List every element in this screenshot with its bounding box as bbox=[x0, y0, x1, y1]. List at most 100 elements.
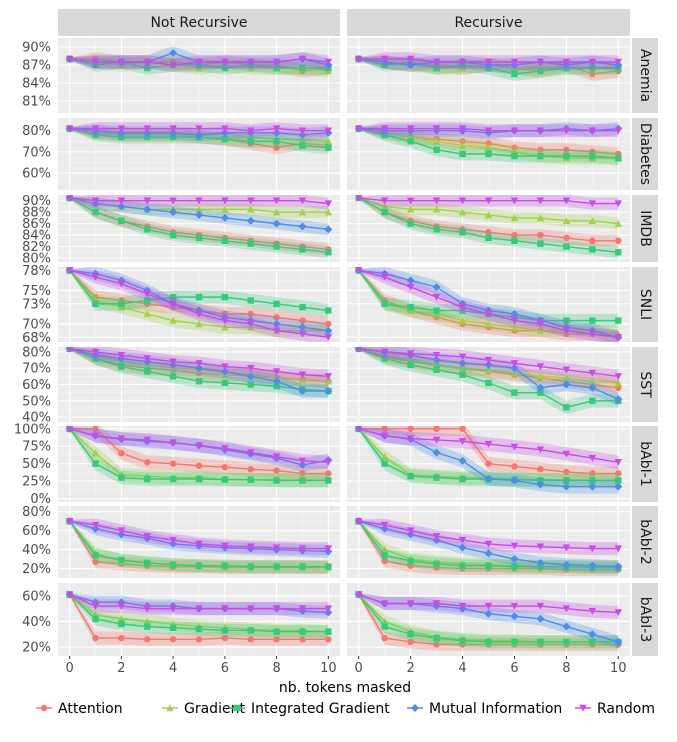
data-point bbox=[298, 197, 307, 205]
data-point bbox=[325, 307, 332, 314]
y-tick-label: 50% bbox=[22, 457, 51, 472]
data-point bbox=[484, 211, 493, 219]
panel-bAbI-1-not_recursive bbox=[58, 426, 340, 502]
y-tick-label: 80% bbox=[22, 251, 51, 266]
data-point bbox=[380, 600, 389, 608]
data-point bbox=[169, 475, 177, 483]
data-point bbox=[589, 470, 596, 477]
data-point bbox=[381, 355, 388, 362]
data-point bbox=[325, 144, 332, 151]
data-point bbox=[562, 217, 571, 224]
data-point bbox=[221, 64, 229, 72]
data-point bbox=[354, 267, 363, 275]
data-point bbox=[143, 205, 152, 214]
data-point bbox=[117, 202, 126, 211]
data-point bbox=[195, 562, 203, 569]
data-point bbox=[143, 355, 151, 363]
data-point bbox=[589, 70, 596, 78]
confidence-band bbox=[69, 519, 329, 575]
data-point bbox=[615, 477, 622, 484]
data-point bbox=[195, 475, 203, 483]
data-point bbox=[272, 197, 281, 205]
data-point bbox=[117, 280, 126, 288]
data-point bbox=[614, 459, 623, 466]
x-tick-label: 10 bbox=[610, 661, 627, 676]
data-point bbox=[562, 380, 571, 389]
plot-area bbox=[354, 52, 623, 81]
data-point bbox=[273, 243, 280, 250]
data-point bbox=[381, 426, 388, 432]
data-point bbox=[247, 449, 255, 457]
data-point bbox=[511, 638, 518, 646]
data-point bbox=[195, 293, 203, 301]
data-point bbox=[298, 55, 307, 63]
x-tick-label: 8 bbox=[562, 661, 570, 676]
data-point bbox=[510, 214, 519, 222]
data-point bbox=[458, 602, 467, 610]
plot-area bbox=[354, 517, 623, 576]
data-point bbox=[511, 70, 518, 78]
data-point bbox=[562, 622, 571, 631]
data-point bbox=[221, 445, 229, 453]
data-point bbox=[272, 58, 281, 66]
confidence-band bbox=[358, 347, 619, 406]
data-point bbox=[92, 460, 99, 467]
data-point bbox=[459, 150, 466, 158]
y-tick-label: 60% bbox=[22, 167, 51, 182]
data-point bbox=[118, 300, 125, 308]
data-point bbox=[169, 208, 178, 217]
data-point bbox=[406, 527, 415, 535]
data-point bbox=[510, 443, 519, 451]
data-point bbox=[432, 125, 441, 133]
plot-area bbox=[354, 267, 623, 342]
data-point bbox=[484, 127, 493, 135]
y-tick-label: 40% bbox=[22, 615, 51, 630]
legend-marker bbox=[233, 704, 241, 712]
data-point bbox=[325, 249, 332, 256]
data-point bbox=[169, 561, 177, 568]
data-point bbox=[273, 300, 280, 308]
data-point bbox=[563, 638, 570, 646]
data-point bbox=[537, 152, 544, 160]
data-point bbox=[299, 470, 306, 477]
data-point bbox=[65, 267, 74, 275]
data-point bbox=[510, 317, 519, 325]
data-point bbox=[324, 373, 333, 381]
data-point bbox=[247, 310, 254, 318]
data-point bbox=[510, 555, 519, 564]
confidence-band bbox=[358, 593, 619, 649]
confidence-band bbox=[69, 196, 329, 259]
data-point bbox=[562, 327, 571, 335]
data-point bbox=[195, 462, 203, 469]
data-point bbox=[324, 387, 333, 396]
data-point bbox=[433, 64, 440, 72]
row-strip-label: Anemia bbox=[637, 49, 653, 102]
x-axis-title: nb. tokens masked bbox=[279, 680, 411, 696]
data-point bbox=[144, 636, 151, 643]
data-point bbox=[92, 131, 99, 139]
data-point bbox=[247, 543, 255, 551]
data-point bbox=[432, 58, 441, 66]
data-point bbox=[298, 387, 307, 396]
data-point bbox=[195, 197, 203, 205]
plot-area bbox=[65, 195, 333, 259]
row-strip bbox=[632, 38, 658, 113]
data-point bbox=[221, 317, 229, 325]
row-strip bbox=[632, 195, 658, 262]
confidence-band bbox=[358, 427, 619, 470]
data-point bbox=[195, 125, 203, 133]
data-point bbox=[118, 217, 125, 224]
data-point bbox=[511, 389, 518, 396]
data-point bbox=[432, 448, 441, 457]
data-point bbox=[614, 58, 623, 66]
data-point bbox=[614, 334, 623, 342]
panel-Diabetes-not_recursive bbox=[58, 118, 340, 190]
data-point bbox=[355, 426, 363, 433]
y-tick-label: 80% bbox=[22, 124, 51, 139]
data-point bbox=[432, 351, 441, 359]
data-point bbox=[118, 556, 125, 564]
data-point bbox=[195, 320, 203, 328]
confidence-band bbox=[358, 593, 619, 649]
data-point bbox=[324, 605, 333, 613]
data-point bbox=[381, 557, 388, 565]
